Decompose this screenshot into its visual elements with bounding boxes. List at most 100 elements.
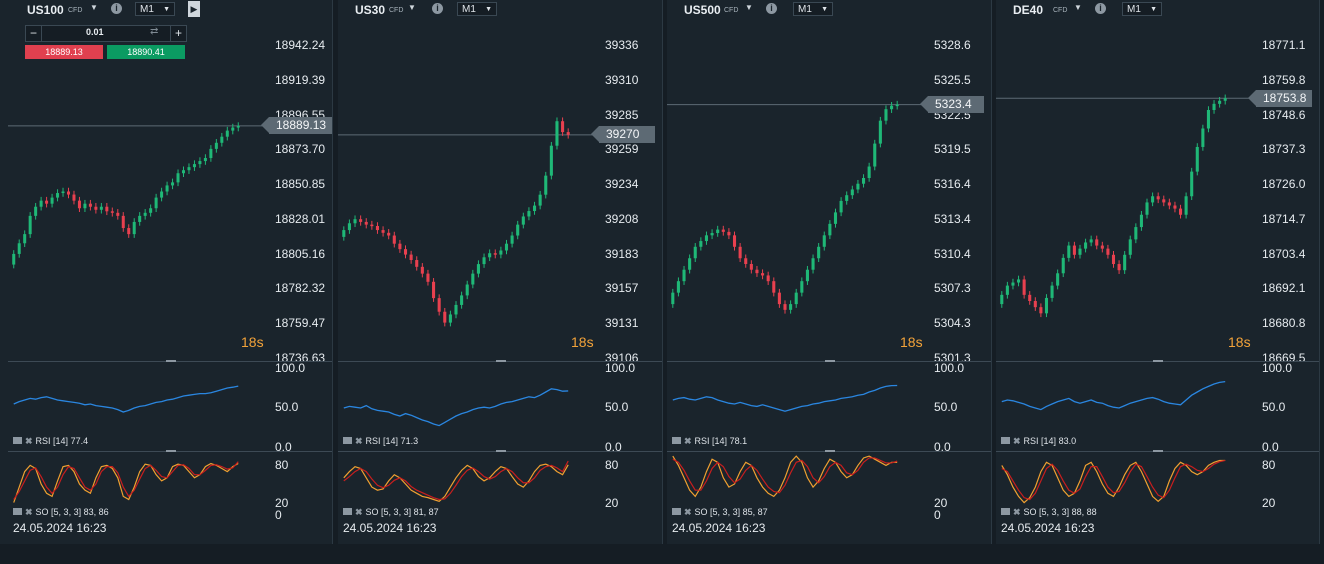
symbol-dropdown-caret-icon[interactable]: ▼ <box>745 3 753 12</box>
candle-body <box>353 219 357 224</box>
info-icon[interactable]: i <box>766 3 777 14</box>
candle-body <box>181 170 186 174</box>
candle-body <box>121 215 125 229</box>
candle-body <box>1167 202 1171 206</box>
buy-button[interactable]: 18890.41 <box>107 45 185 59</box>
close-icon[interactable]: ✖ <box>355 507 363 517</box>
symbol-name[interactable]: US100 <box>27 3 64 17</box>
chart-canvas[interactable] <box>996 0 1320 544</box>
price-axis-tick: 18748.6 <box>1262 107 1306 122</box>
price-axis-tick: 5328.6 <box>934 38 971 52</box>
price-axis-tick: 18692.1 <box>1262 281 1306 296</box>
indicator-settings-icon[interactable] <box>343 508 352 515</box>
increase-lot-button[interactable]: + <box>170 26 186 41</box>
symbol-name[interactable]: US30 <box>355 3 386 17</box>
price-axis-tick: 39285 <box>605 107 639 122</box>
indicator-settings-icon[interactable] <box>13 508 22 515</box>
price-axis-tick: 18726.0 <box>1262 177 1306 192</box>
lot-size-stepper[interactable]: − 0.01 ⇄ + <box>25 25 187 42</box>
indicator-settings-icon[interactable] <box>1001 437 1010 444</box>
cfd-badge: CFD <box>1053 7 1068 14</box>
pane-resize-handle[interactable] <box>495 360 506 362</box>
candle-body <box>1151 196 1155 203</box>
timeframe-select[interactable]: M1 ▼ <box>1122 2 1162 16</box>
pane-resize-handle[interactable] <box>824 450 835 452</box>
so-indicator-label[interactable]: ✖ SO [5, 3, 3] 85, 87 <box>672 507 768 518</box>
candle-body <box>409 254 413 261</box>
rsi-indicator-label[interactable]: ✖ RSI [14] 71.3 <box>343 436 418 447</box>
play-button[interactable]: ▶ <box>188 1 200 17</box>
indicator-settings-icon[interactable] <box>343 437 352 444</box>
candle-body <box>448 314 452 323</box>
swap-icon[interactable]: ⇄ <box>150 26 159 37</box>
symbol-dropdown-caret-icon[interactable]: ▼ <box>1074 3 1082 12</box>
lot-size-value[interactable]: 0.01 <box>86 27 104 37</box>
chart-canvas[interactable] <box>338 0 663 544</box>
pane-resize-handle[interactable] <box>165 450 176 452</box>
so-axis-tick: 80 <box>275 458 289 473</box>
indicator-settings-icon[interactable] <box>672 508 681 515</box>
pane-resize-handle[interactable] <box>1153 450 1163 452</box>
rsi-indicator-label[interactable]: ✖ RSI [14] 78.1 <box>672 436 747 447</box>
timeframe-select[interactable]: M1 ▼ <box>135 2 175 16</box>
candle-body <box>39 200 43 207</box>
candle-body <box>149 208 153 213</box>
close-icon[interactable]: ✖ <box>1013 507 1021 517</box>
rsi-label-text: RSI [14] 78.1 <box>694 436 748 446</box>
candle-body <box>1145 202 1149 215</box>
candle-body <box>710 233 714 236</box>
current-price-label: 18889.13 <box>261 117 332 135</box>
indicator-settings-icon[interactable] <box>1001 508 1010 515</box>
candle-body <box>398 243 402 250</box>
pane-resize-handle[interactable] <box>165 360 176 362</box>
close-icon[interactable]: ✖ <box>25 507 33 517</box>
candle-body <box>1005 285 1009 295</box>
pane-resize-handle[interactable] <box>495 450 506 452</box>
info-icon[interactable]: i <box>111 3 122 14</box>
close-icon[interactable]: ✖ <box>684 507 692 517</box>
so-indicator-label[interactable]: ✖ SO [5, 3, 3] 83, 86 <box>13 507 109 518</box>
candle-countdown: 18s <box>241 334 264 350</box>
close-icon[interactable]: ✖ <box>25 436 33 446</box>
indicator-settings-icon[interactable] <box>672 437 681 444</box>
decrease-lot-button[interactable]: − <box>26 26 42 41</box>
close-icon[interactable]: ✖ <box>1013 436 1021 446</box>
close-icon[interactable]: ✖ <box>684 436 692 446</box>
candle-body <box>342 230 346 237</box>
symbol-name[interactable]: DE40 <box>1013 3 1044 17</box>
timeframe-value: M1 <box>1127 4 1141 15</box>
timeframe-select[interactable]: M1 ▼ <box>793 2 833 16</box>
candle-body <box>23 234 27 244</box>
rsi-line <box>1001 380 1226 411</box>
candle-body <box>850 189 854 196</box>
candle-body <box>521 216 525 225</box>
chart-canvas[interactable] <box>8 0 333 544</box>
info-icon[interactable]: i <box>1095 3 1106 14</box>
close-icon[interactable]: ✖ <box>355 436 363 446</box>
price-axis-tick: 18703.4 <box>1262 246 1306 261</box>
chart-canvas[interactable] <box>667 0 992 544</box>
symbol-dropdown-caret-icon[interactable]: ▼ <box>408 3 416 12</box>
rsi-indicator-label[interactable]: ✖ RSI [14] 83.0 <box>1001 436 1076 447</box>
symbol-dropdown-caret-icon[interactable]: ▼ <box>90 3 98 12</box>
price-axis-tick: 18828.01 <box>275 211 326 226</box>
candle-body <box>704 235 709 242</box>
so-label-text: SO [5, 3, 3] 88, 88 <box>1023 507 1097 517</box>
candle-body <box>822 235 826 247</box>
info-icon[interactable]: i <box>432 3 443 14</box>
cfd-badge: CFD <box>724 7 739 14</box>
symbol-name[interactable]: US500 <box>684 3 721 17</box>
sell-button[interactable]: 18889.13 <box>25 45 103 59</box>
so-indicator-label[interactable]: ✖ SO [5, 3, 3] 81, 87 <box>343 507 439 518</box>
timeframe-select[interactable]: M1 ▼ <box>457 2 497 16</box>
candle-body <box>682 269 686 282</box>
rsi-indicator-label[interactable]: ✖ RSI [14] 77.4 <box>13 436 88 447</box>
indicator-settings-icon[interactable] <box>13 437 22 444</box>
candle-body <box>476 264 480 274</box>
so-indicator-label[interactable]: ✖ SO [5, 3, 3] 88, 88 <box>1001 507 1097 518</box>
pane-resize-handle[interactable] <box>1153 360 1163 362</box>
candle-body <box>1117 264 1121 271</box>
candle-body <box>99 206 103 210</box>
candle-body <box>738 246 742 259</box>
pane-resize-handle[interactable] <box>824 360 835 362</box>
